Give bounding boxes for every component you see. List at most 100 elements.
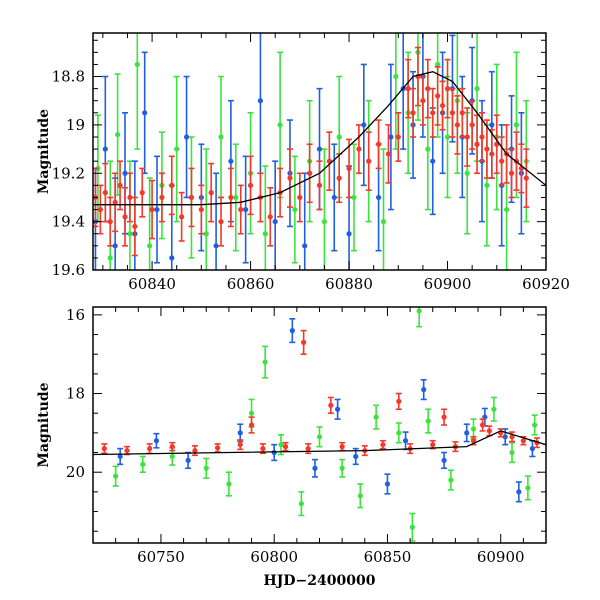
data-point <box>218 134 224 140</box>
data-point <box>435 61 441 68</box>
data-point <box>316 146 323 152</box>
data-point <box>331 194 337 201</box>
data-point <box>425 146 431 152</box>
data-point <box>122 170 128 176</box>
data-point <box>336 175 342 181</box>
y-tick-label: 19.6 <box>52 261 85 279</box>
data-point <box>243 206 249 213</box>
data-point <box>509 434 515 440</box>
data-point <box>430 442 436 448</box>
data-point <box>127 231 133 237</box>
data-point <box>435 93 441 99</box>
y-ticks <box>93 39 546 271</box>
data-point <box>373 414 379 420</box>
y-tick-label: 19.2 <box>52 164 85 182</box>
series-green <box>94 33 530 270</box>
data-point <box>486 428 492 434</box>
data-point <box>248 410 255 416</box>
data-point <box>198 206 204 213</box>
data-point <box>297 194 303 201</box>
data-point <box>489 151 495 157</box>
data-point <box>301 339 307 345</box>
data-point <box>159 194 165 201</box>
data-point <box>237 442 243 448</box>
data-point <box>529 446 536 452</box>
data-point <box>102 146 108 152</box>
data-point <box>262 231 268 237</box>
x-tick-label: 60920 <box>522 275 570 293</box>
trend-line <box>93 71 546 206</box>
data-point <box>154 206 160 213</box>
series-red <box>93 46 530 257</box>
data-point <box>302 243 308 249</box>
data-point <box>339 444 345 450</box>
data-point <box>448 477 454 483</box>
data-point <box>508 170 515 176</box>
data-point <box>262 359 268 365</box>
data-point <box>459 110 465 116</box>
data-point <box>474 141 480 147</box>
data-point <box>410 110 416 116</box>
data-point <box>192 447 198 454</box>
data-point <box>353 453 359 460</box>
data-point <box>361 122 367 128</box>
data-point <box>228 158 234 164</box>
y-tick-label: 16 <box>66 306 85 324</box>
series-red <box>101 329 540 457</box>
data-point <box>396 430 402 436</box>
data-point <box>305 446 311 452</box>
data-point <box>384 481 391 487</box>
data-point <box>479 422 486 428</box>
data-point <box>203 231 209 237</box>
data-point <box>140 461 146 467</box>
data-point <box>484 146 490 152</box>
data-point <box>393 73 399 80</box>
data-point <box>169 453 175 460</box>
data-point <box>233 194 239 201</box>
data-point <box>134 61 140 68</box>
data-point <box>464 170 470 176</box>
y-tick-label: 18 <box>66 385 85 403</box>
data-point <box>470 438 477 444</box>
data-point <box>366 158 372 164</box>
y-ticks <box>93 314 546 532</box>
data-point <box>307 170 313 176</box>
data-point <box>335 406 341 412</box>
data-point <box>282 444 289 450</box>
data-point <box>122 214 128 220</box>
y-axis-label: Magnitude <box>36 382 52 467</box>
x-tick-label: 60860 <box>227 275 275 293</box>
x-tick-label: 60850 <box>364 548 412 566</box>
data-point <box>513 122 520 128</box>
data-point <box>237 430 243 436</box>
data-point <box>107 255 113 261</box>
data-point <box>117 182 123 188</box>
data-point <box>316 182 323 188</box>
data-point <box>149 206 155 213</box>
data-point <box>339 465 345 471</box>
x-ticks <box>102 33 547 270</box>
data-point <box>356 146 362 152</box>
data-point <box>272 219 278 225</box>
data-point <box>416 308 422 314</box>
data-point <box>464 134 470 140</box>
data-point <box>188 194 195 201</box>
data-point <box>107 219 113 225</box>
trend-line <box>93 430 546 456</box>
data-point <box>260 446 266 452</box>
y-tick-label: 18.8 <box>52 68 85 86</box>
top-panel: 60840 60860 60880 60900 60920 18.8 19 19.2 19.4 1… <box>36 32 570 293</box>
y-tick-label: 19 <box>66 116 85 134</box>
data-point <box>449 110 456 116</box>
data-point <box>474 86 480 92</box>
plot-area <box>93 307 546 542</box>
data-point <box>127 194 133 201</box>
data-point <box>409 524 415 530</box>
x-tick-label: 60900 <box>424 275 472 293</box>
data-point <box>169 444 175 450</box>
data-point <box>208 190 214 196</box>
data-point <box>470 426 477 432</box>
data-point <box>484 182 490 188</box>
data-point <box>491 406 497 412</box>
data-point <box>228 194 234 201</box>
